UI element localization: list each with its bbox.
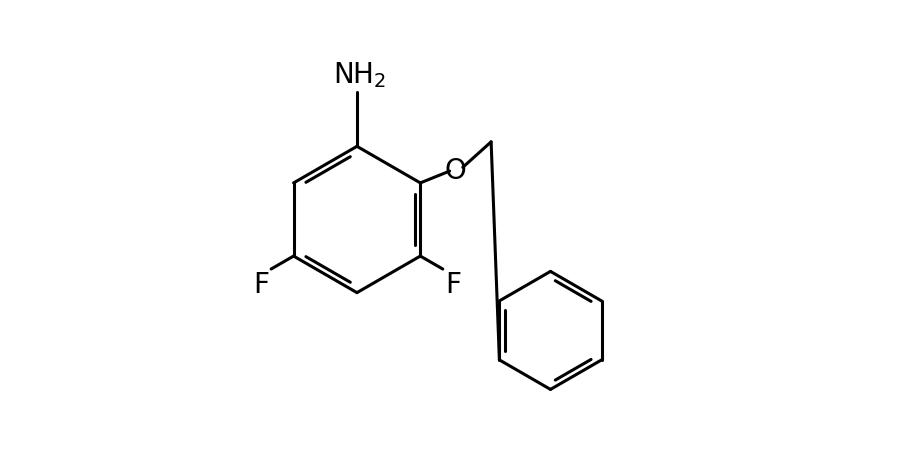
Text: NH$_2$: NH$_2$ bbox=[332, 60, 386, 90]
Text: F: F bbox=[252, 271, 269, 299]
Text: F: F bbox=[445, 271, 462, 299]
Text: O: O bbox=[445, 157, 467, 185]
